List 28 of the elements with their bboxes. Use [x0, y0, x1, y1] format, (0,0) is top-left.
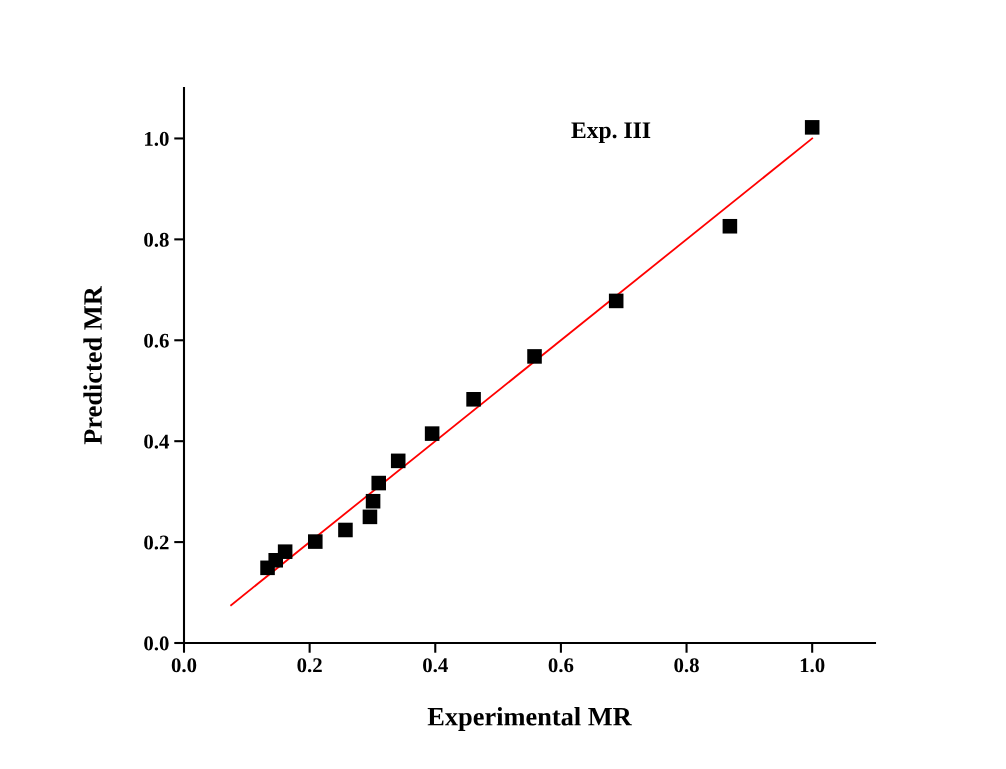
point [365, 493, 381, 509]
point [371, 475, 387, 491]
point [277, 544, 293, 559]
point [608, 293, 624, 309]
x-tick-label: 0.6 [548, 658, 574, 673]
point [466, 392, 481, 407]
point [338, 522, 353, 538]
x-tick-label: 0.2 [297, 658, 322, 673]
y-tick-label: 0.2 [144, 535, 169, 550]
annotation: Exp. III [571, 122, 651, 143]
point [804, 120, 820, 135]
y-tick-label: 0.8 [144, 232, 169, 247]
point [308, 534, 323, 549]
text: 0.0 [144, 636, 169, 651]
x-tick-label: 0.8 [674, 658, 699, 673]
y-tick-label: 0.4 [144, 434, 170, 449]
text: 1.0 [800, 658, 825, 673]
point [362, 509, 378, 525]
x-tick-label: 0.4 [423, 658, 448, 673]
y-tick-label: 0.6 [144, 333, 169, 348]
text: 0.0 [171, 658, 197, 673]
point [527, 349, 542, 364]
x-axis-title: Experimental MR [427, 707, 632, 731]
text: 1.0 [145, 131, 169, 146]
point [722, 218, 738, 234]
y-axis-title: Predicted MR [83, 286, 102, 445]
point [424, 426, 440, 441]
point [390, 453, 406, 469]
